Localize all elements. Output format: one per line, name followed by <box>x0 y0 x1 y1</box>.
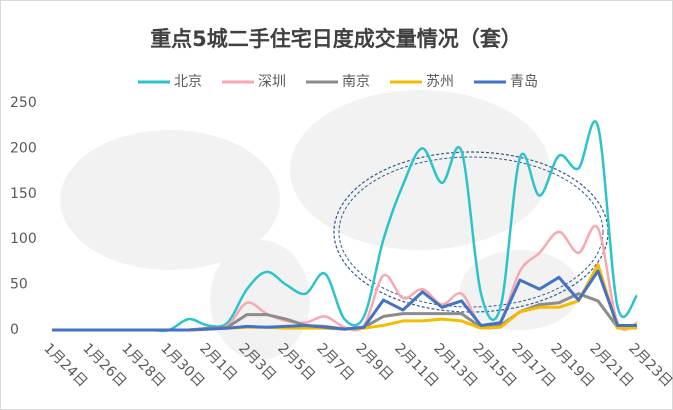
y-tick-label: 150 <box>10 186 37 202</box>
chart-title: 重点5城二手住宅日度成交量情况（套） <box>150 27 522 51</box>
map-background <box>60 90 580 360</box>
y-tick-label: 250 <box>10 95 37 111</box>
y-tick-label: 200 <box>10 140 37 156</box>
legend-label: 北京 <box>174 74 202 90</box>
y-tick-label: 0 <box>10 322 19 338</box>
legend-label: 南京 <box>342 74 370 90</box>
legend-label: 深圳 <box>258 74 286 90</box>
legend-label: 苏州 <box>426 74 454 90</box>
legend-label: 青岛 <box>510 74 538 90</box>
y-tick-label: 50 <box>10 277 28 293</box>
series-line <box>52 269 637 332</box>
y-tick-label: 100 <box>10 231 37 247</box>
